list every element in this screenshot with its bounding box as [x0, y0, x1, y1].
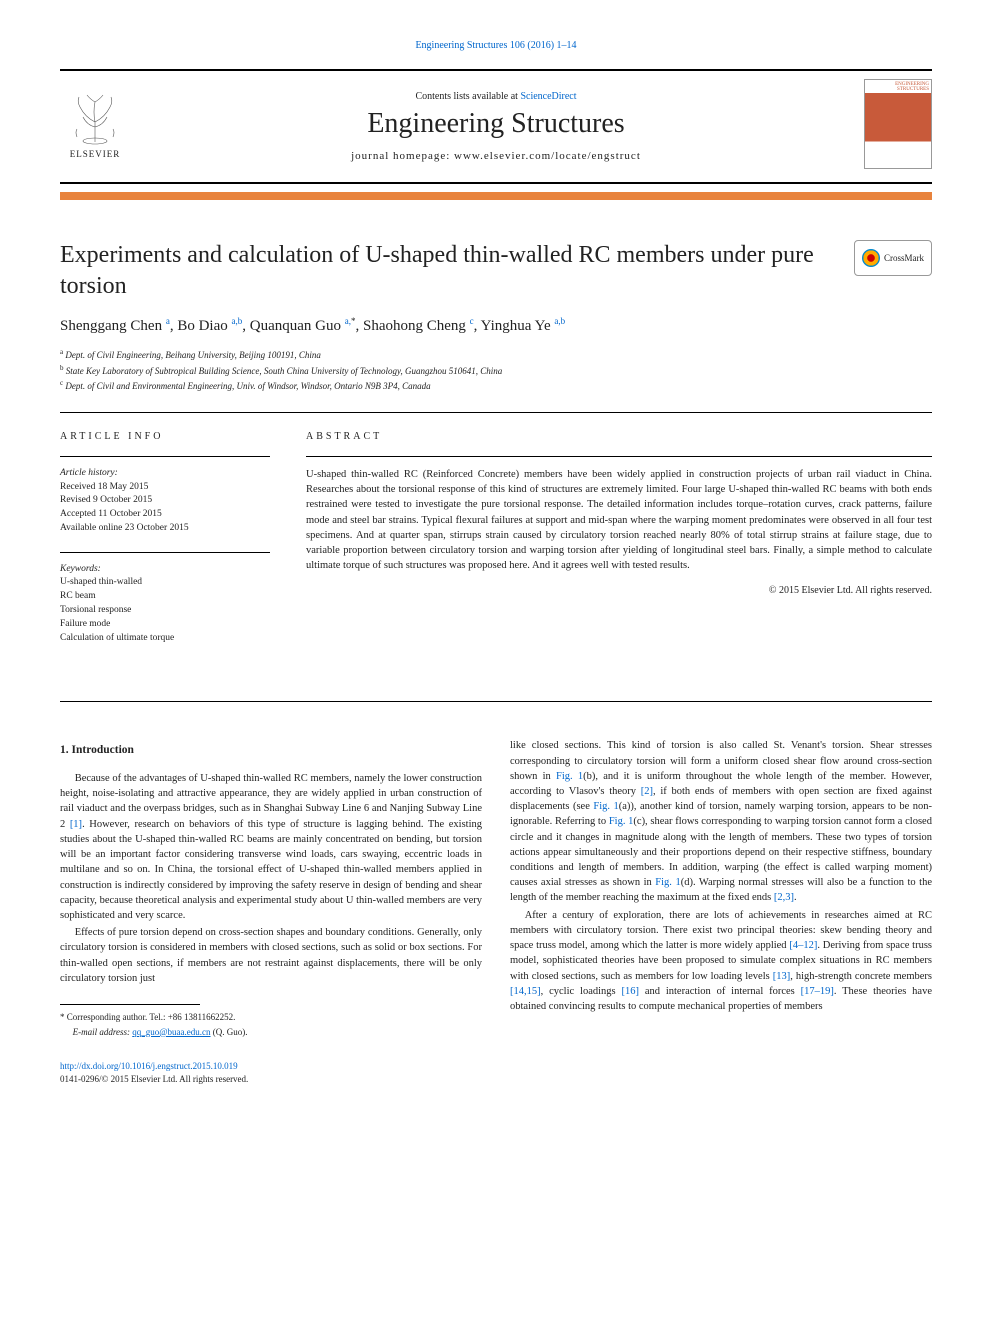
info-abstract-row: ARTICLE INFO Article history: Received 1… — [60, 431, 932, 661]
header-center: Contents lists available at ScienceDirec… — [160, 91, 832, 162]
publisher-logo-cell: ELSEVIER — [60, 87, 160, 167]
homepage-url: www.elsevier.com/locate/engstruct — [454, 150, 641, 162]
corresponding-text: Corresponding author. Tel.: +86 13811662… — [67, 1012, 236, 1022]
journal-name: Engineering Structures — [160, 108, 832, 140]
divider-top — [60, 412, 932, 413]
body-paragraph: After a century of exploration, there ar… — [510, 908, 932, 1015]
asterisk-icon: * — [60, 1012, 65, 1022]
elsevier-tree-icon — [65, 87, 125, 147]
abstract-label: ABSTRACT — [306, 431, 932, 442]
author-email-link[interactable]: qq_guo@buaa.edu.cn — [132, 1027, 210, 1037]
divider-bottom — [60, 701, 932, 702]
body-paragraph: Effects of pure torsion depend on cross-… — [60, 925, 482, 986]
body-columns: 1. Introduction Because of the advantage… — [60, 738, 932, 1085]
email-suffix: (Q. Guo). — [211, 1027, 248, 1037]
journal-header: ELSEVIER Contents lists available at Sci… — [60, 69, 932, 184]
issn-copyright: 0141-0296/© 2015 Elsevier Ltd. All right… — [60, 1074, 248, 1084]
citation-header: Engineering Structures 106 (2016) 1–14 — [60, 40, 932, 51]
cover-title-text: ENGINEERINGSTRUCTURES — [895, 82, 929, 92]
article-title: Experiments and calculation of U-shaped … — [60, 240, 834, 302]
keywords-label: Keywords: — [60, 564, 101, 574]
email-label: E-mail address: — [73, 1027, 133, 1037]
accent-bar — [60, 192, 932, 200]
affiliations: a Dept. of Civil Engineering, Beihang Un… — [60, 347, 932, 394]
info-divider-2 — [60, 552, 270, 553]
authors-line: Shenggang Chen a, Bo Diao a,b, Quanquan … — [60, 316, 932, 335]
sciencedirect-link[interactable]: ScienceDirect — [520, 91, 576, 102]
corresponding-author-footnote: * Corresponding author. Tel.: +86 138116… — [60, 1011, 482, 1024]
doi-block: http://dx.doi.org/10.1016/j.engstruct.20… — [60, 1060, 482, 1085]
history-label: Article history: — [60, 468, 118, 478]
elsevier-label: ELSEVIER — [60, 149, 130, 159]
homepage-line: journal homepage: www.elsevier.com/locat… — [160, 150, 832, 162]
email-footnote: E-mail address: qq_guo@buaa.edu.cn (Q. G… — [60, 1026, 482, 1039]
article-info-label: ARTICLE INFO — [60, 431, 270, 442]
abstract-divider — [306, 456, 932, 457]
section-heading-intro: 1. Introduction — [60, 742, 482, 759]
contents-line: Contents lists available at ScienceDirec… — [160, 91, 832, 102]
body-paragraph: like closed sections. This kind of torsi… — [510, 738, 932, 905]
abstract-text: U-shaped thin-walled RC (Reinforced Conc… — [306, 467, 932, 574]
homepage-prefix: journal homepage: — [351, 150, 454, 162]
doi-link[interactable]: http://dx.doi.org/10.1016/j.engstruct.20… — [60, 1061, 238, 1071]
footnote-separator — [60, 1004, 200, 1005]
crossmark-icon — [862, 249, 880, 267]
journal-cover-thumb: ENGINEERINGSTRUCTURES — [864, 79, 932, 169]
info-divider — [60, 456, 270, 457]
abstract-column: ABSTRACT U-shaped thin-walled RC (Reinfo… — [306, 431, 932, 661]
crossmark-label: CrossMark — [884, 253, 924, 263]
article-info-column: ARTICLE INFO Article history: Received 1… — [60, 431, 270, 661]
title-row: Experiments and calculation of U-shaped … — [60, 240, 932, 302]
article-history: Article history: Received 18 May 2015Rev… — [60, 467, 270, 536]
elsevier-logo: ELSEVIER — [60, 87, 130, 167]
contents-prefix: Contents lists available at — [415, 91, 520, 102]
crossmark-badge[interactable]: CrossMark — [854, 240, 932, 276]
abstract-copyright: © 2015 Elsevier Ltd. All rights reserved… — [306, 585, 932, 596]
body-paragraph: Because of the advantages of U-shaped th… — [60, 771, 482, 923]
keywords-block: Keywords: U-shaped thin-walledRC beamTor… — [60, 563, 270, 646]
cover-cell: ENGINEERINGSTRUCTURES — [832, 79, 932, 174]
